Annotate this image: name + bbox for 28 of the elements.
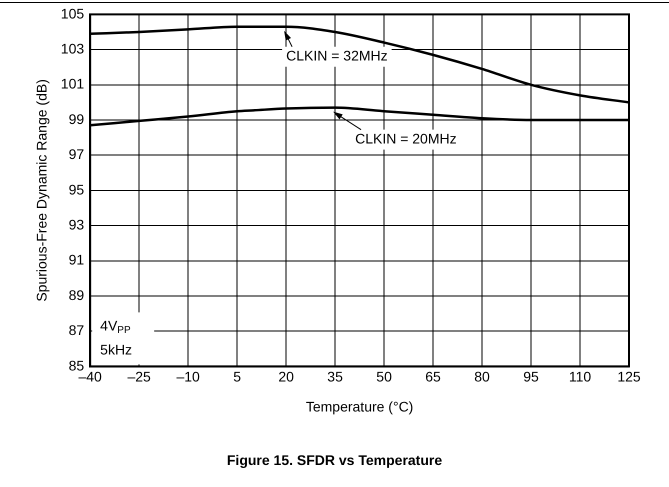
x-tick-label: 95 (523, 368, 540, 385)
annotation: CLKIN = 32MHz (286, 48, 388, 64)
x-axis-title: Temperature (°C) (306, 398, 414, 414)
y-tick-label: 95 (68, 181, 84, 198)
annotation: 5kHz (100, 341, 132, 358)
x-tick-label: 125 (617, 368, 641, 385)
y-tick-label: 85 (68, 357, 84, 374)
y-tick-label: 103 (60, 40, 84, 56)
annotation: CLKIN = 20MHz (355, 130, 457, 147)
y-tick-label: 91 (68, 252, 84, 268)
y-tick-label: 97 (68, 146, 84, 162)
text: Figure 15. SFDR vs Temperature (226, 452, 444, 468)
y-tick-label: 99 (68, 110, 84, 127)
x-tick-label: 110 (568, 368, 592, 385)
x-tick-label: 20 (278, 368, 294, 385)
x-tick-label: –10 (176, 368, 200, 385)
y-tick-label: 87 (68, 322, 84, 338)
y-axis-title: Spurious-Free Dynamic Range (dB) (33, 79, 50, 302)
x-tick-label: 50 (376, 368, 392, 385)
x-tick-label: –25 (127, 368, 152, 385)
y-tick-label: 101 (60, 76, 84, 92)
y-tick-label: 93 (68, 216, 84, 232)
y-tick-label: 89 (68, 286, 84, 303)
x-tick-label: 35 (327, 368, 344, 385)
x-tick-label: 5 (233, 368, 242, 385)
x-tick-label: 80 (474, 368, 490, 385)
x-tick-label: 65 (425, 368, 442, 385)
y-tick-label: 105 (60, 5, 84, 22)
